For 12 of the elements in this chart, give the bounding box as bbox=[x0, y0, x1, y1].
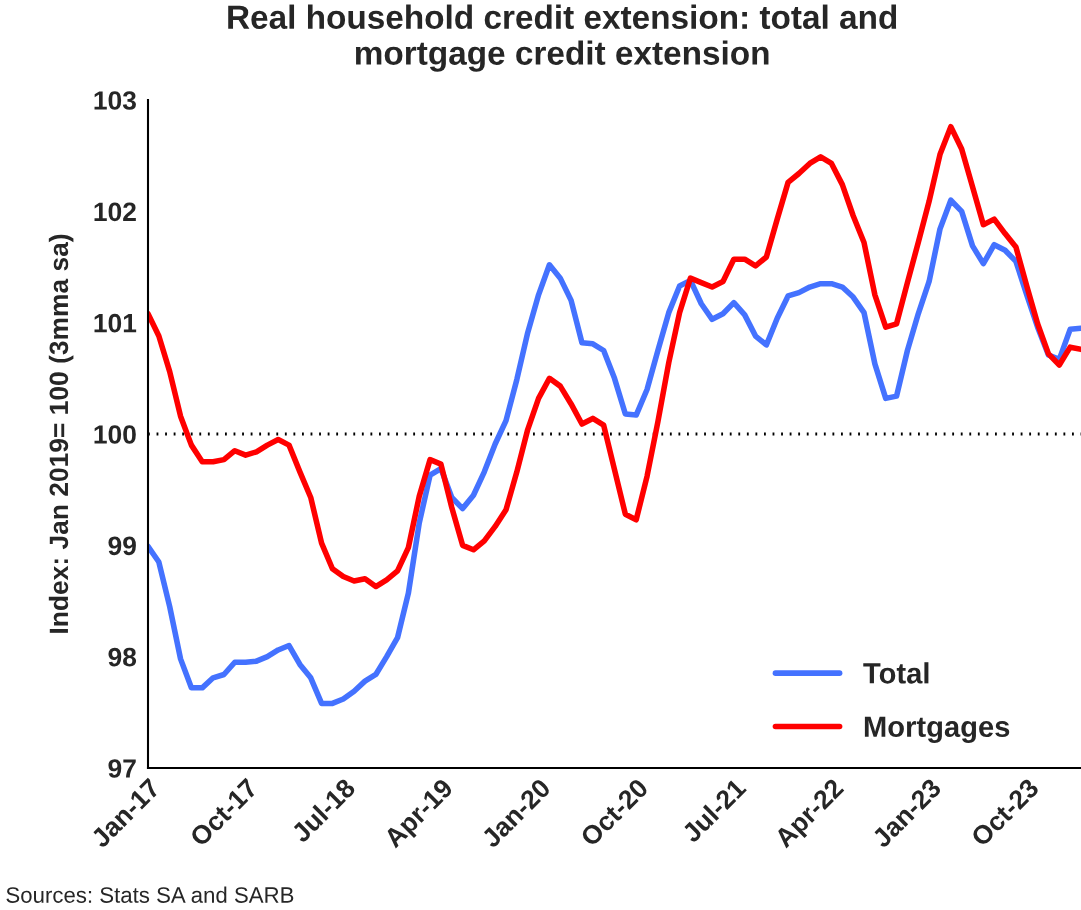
y-tick-label: 97 bbox=[108, 759, 136, 778]
y-tick-label: 100 bbox=[94, 425, 136, 444]
y-tick-label: 99 bbox=[108, 536, 136, 556]
legend-label: Mortgages bbox=[864, 716, 1010, 743]
y-tick-label: 101 bbox=[94, 313, 137, 333]
chart-title: Real household credit extension: total and mortgage credit extension bbox=[228, 4, 897, 72]
legend-label: Total bbox=[863, 662, 929, 684]
y-axis-title: Index: Jan 2019= 100 (3mma sa) bbox=[48, 234, 74, 633]
y-tick-label: 102 bbox=[94, 202, 136, 222]
y-tick-label: 98 bbox=[108, 647, 137, 667]
source-note: Sources: Stats SA and SARB bbox=[6, 886, 294, 903]
y-tick-label: 103 bbox=[94, 91, 136, 110]
